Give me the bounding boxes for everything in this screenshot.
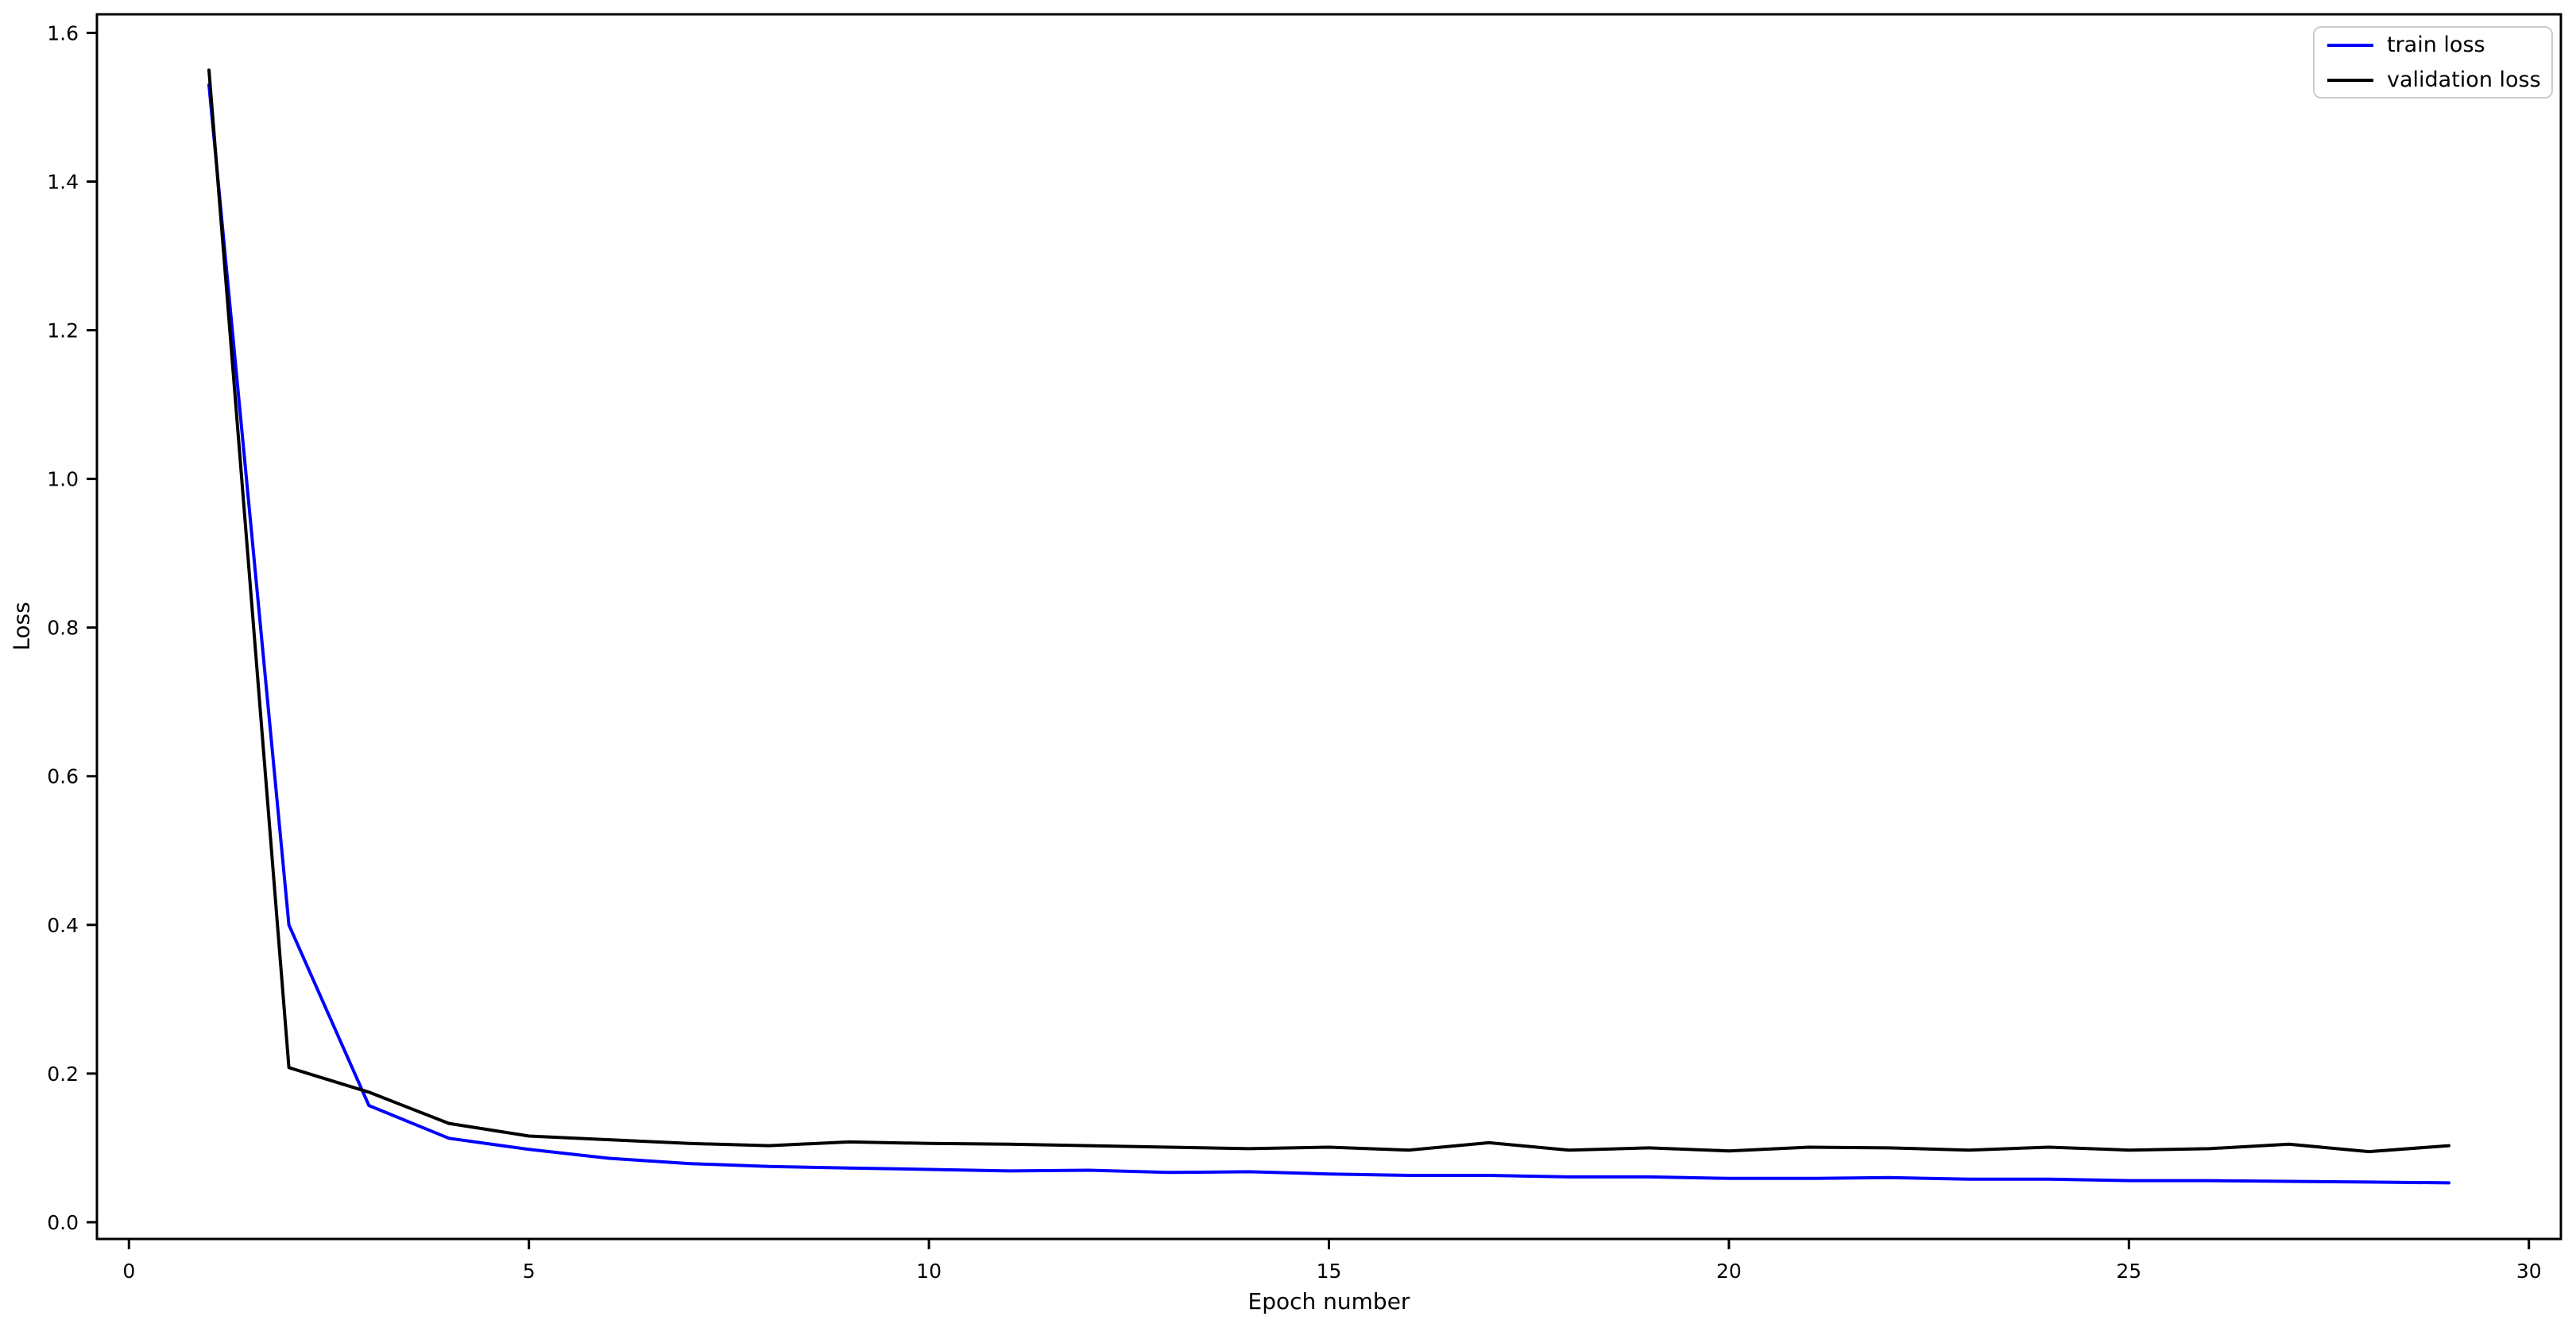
x-tick-label: 30: [2516, 1260, 2542, 1283]
y-tick-label: 1.6: [47, 21, 79, 45]
legend: train loss validation loss: [2313, 26, 2553, 99]
validation-loss-line: [207, 68, 2450, 1154]
plot-spines: [95, 13, 2562, 1241]
x-tick-label: 5: [523, 1260, 536, 1283]
y-axis-label: Loss: [8, 602, 35, 651]
legend-row-train: train loss: [2327, 33, 2539, 57]
legend-label-validation: validation loss: [2387, 68, 2541, 92]
y-tick-label: 0.4: [47, 914, 79, 937]
validation-loss-line-swatch: [2327, 78, 2373, 82]
y-tick-label: 0.2: [47, 1063, 79, 1086]
y-tick-label: 0.8: [47, 617, 79, 640]
y-tick-label: 0.6: [47, 765, 79, 788]
y-tick-label: 0.0: [47, 1211, 79, 1234]
y-tick-label: 1.4: [47, 170, 79, 193]
train-loss-line: [207, 83, 2450, 1185]
train-loss-line-swatch: [2327, 43, 2373, 47]
x-tick-label: 10: [916, 1260, 942, 1283]
x-tick-label: 25: [2116, 1260, 2141, 1283]
y-tick-label: 1.0: [47, 468, 79, 491]
x-tick-label: 15: [1317, 1260, 1342, 1283]
x-axis-label: Epoch number: [1247, 1288, 1410, 1314]
y-tick-label: 1.2: [47, 319, 79, 343]
x-tick-label: 20: [1716, 1260, 1742, 1283]
x-tick-label: 0: [122, 1260, 135, 1283]
legend-label-train: train loss: [2387, 33, 2485, 57]
legend-row-validation: validation loss: [2327, 68, 2541, 92]
